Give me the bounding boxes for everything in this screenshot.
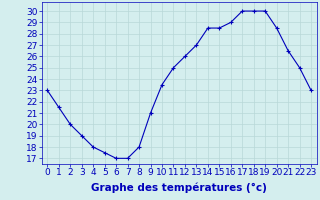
X-axis label: Graphe des températures (°c): Graphe des températures (°c) — [91, 183, 267, 193]
